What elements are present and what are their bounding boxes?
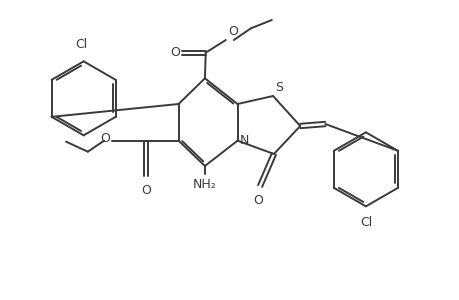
Text: N: N: [239, 134, 248, 147]
Text: NH₂: NH₂: [193, 178, 216, 191]
Text: O: O: [227, 25, 237, 38]
Text: Cl: Cl: [359, 216, 371, 229]
Text: O: O: [170, 46, 179, 59]
Text: O: O: [252, 194, 263, 207]
Text: O: O: [141, 184, 151, 197]
Text: Cl: Cl: [75, 38, 88, 51]
Text: S: S: [274, 81, 282, 94]
Text: O: O: [100, 132, 110, 145]
